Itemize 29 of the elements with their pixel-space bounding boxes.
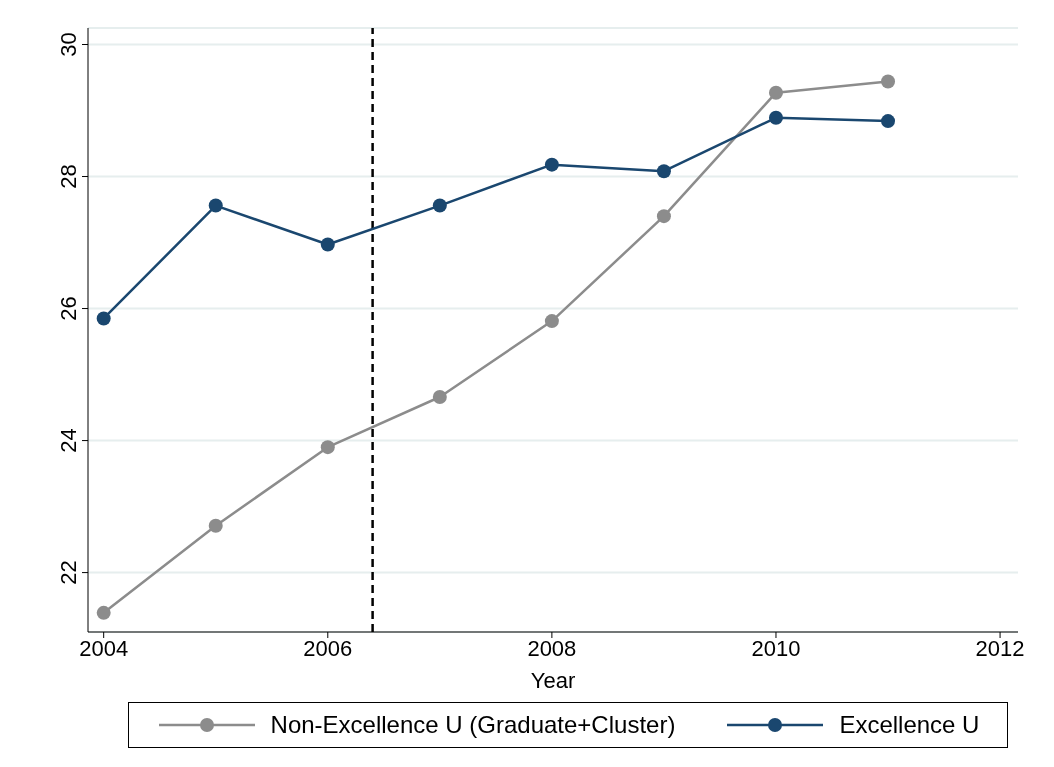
point xyxy=(320,440,335,455)
x-tick-label: 2006 xyxy=(303,635,353,661)
x-tick-label: 2008 xyxy=(527,635,577,661)
point xyxy=(96,605,111,620)
legend-label: Excellence U xyxy=(838,711,980,739)
point xyxy=(656,164,671,179)
point xyxy=(881,74,896,89)
legend-label: Non-Excellence U (Graduate+Cluster) xyxy=(269,711,676,739)
x-tick-label: 2010 xyxy=(751,635,801,661)
x-tick-label: 2012 xyxy=(975,635,1025,661)
point xyxy=(544,157,559,172)
x-tick-label: 2004 xyxy=(79,635,129,661)
y-tick-label: 22 xyxy=(56,560,81,585)
y-tick-label: 28 xyxy=(56,164,81,189)
y-tick-label: 26 xyxy=(56,296,81,321)
point xyxy=(432,390,447,404)
point xyxy=(96,311,111,326)
point xyxy=(544,314,559,329)
point xyxy=(768,85,783,100)
point xyxy=(208,518,223,533)
point xyxy=(208,198,223,213)
point xyxy=(881,114,896,129)
point xyxy=(432,198,447,213)
point xyxy=(768,110,783,125)
y-tick-label: 24 xyxy=(56,428,81,453)
y-tick-label: 30 xyxy=(56,32,81,57)
point xyxy=(656,209,671,224)
point xyxy=(320,237,335,252)
x-axis-title: Year xyxy=(530,668,576,693)
